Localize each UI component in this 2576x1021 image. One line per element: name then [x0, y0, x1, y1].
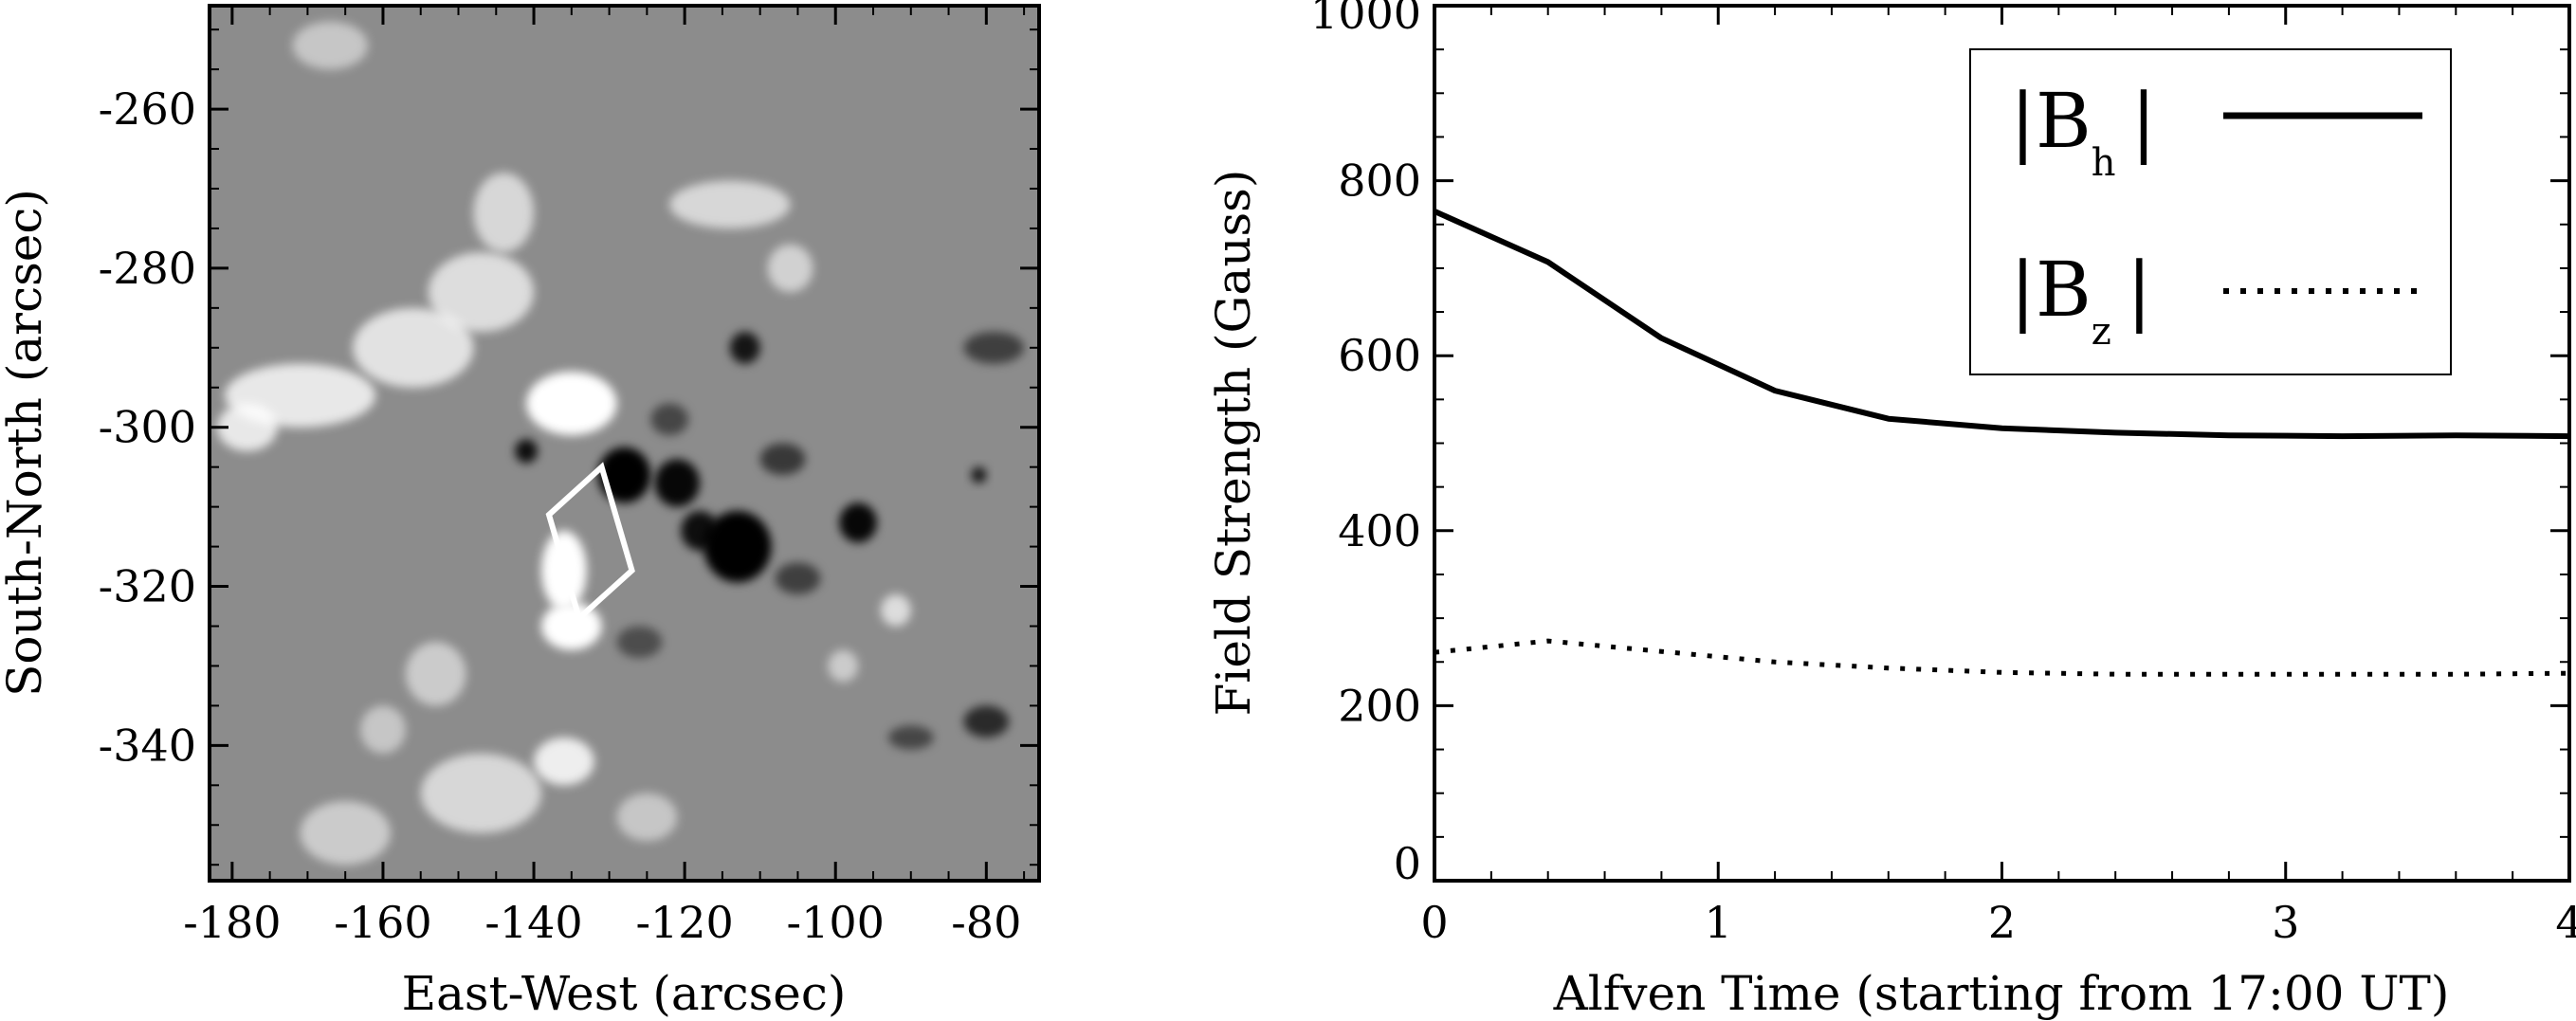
legend-entry-bh: |Bh |	[2010, 77, 2422, 185]
line-y-tick-label-2: 400	[1338, 505, 1421, 556]
line-chart-ticks: 0 1 2 3 4 0 200 400 600 800 1000	[1310, 0, 2576, 948]
series-point-bz-9	[2456, 674, 2457, 675]
line-x-tick-label-3: 3	[2272, 897, 2299, 948]
map-x-tick-label-3: -120	[635, 897, 733, 948]
line-chart-panel: 0 1 2 3 4 0 200 400 600 800 1000 |Bh | |Bz | Alfven …	[1206, 0, 2576, 1021]
magnetogram-panel: -180 -160 -140 -120 -100 -80 -260 -280 -300 -320 -…	[0, 4, 1041, 1021]
negative-polarity-region-4	[839, 502, 877, 543]
positive-polarity-region-0	[526, 371, 617, 436]
line-y-tick-label-1: 200	[1338, 680, 1421, 731]
map-y-tick-label-3: -320	[99, 561, 196, 612]
negative-polarity-region-8	[775, 562, 821, 594]
positive-polarity-region-16	[616, 793, 678, 842]
positive-polarity-region-8	[669, 180, 791, 228]
positive-polarity-region-10	[292, 21, 369, 70]
negative-polarity-region-5	[515, 439, 539, 464]
legend: |Bh | |Bz |	[1969, 48, 2452, 375]
magnetogram-background	[210, 6, 1039, 881]
legend-box	[1969, 48, 2452, 375]
positive-polarity-region-7	[216, 403, 278, 451]
positive-polarity-region-12	[420, 753, 541, 833]
negative-polarity-region-2	[703, 510, 772, 583]
negative-polarity-region-1	[654, 459, 701, 507]
negative-polarity-region-6	[729, 332, 760, 364]
region-of-interest-box	[545, 462, 635, 624]
positive-polarity-region-11	[405, 642, 466, 706]
line-chart-series	[1433, 209, 2570, 677]
line-y-tick-label-4: 800	[1338, 155, 1421, 207]
line-chart-y-axis-title: Field Strength (Gauss)	[1206, 170, 1261, 717]
map-y-tick-label-0: -260	[99, 83, 196, 135]
negative-polarity-region-9	[963, 705, 1010, 738]
legend-label-bz: |Bz |	[2010, 246, 2152, 354]
legend-label-bh: |Bh |	[2010, 77, 2156, 185]
line-x-tick-label-4: 4	[2555, 897, 2576, 948]
positive-polarity-region-14	[300, 801, 391, 866]
positive-polarity-region-17	[880, 593, 911, 627]
positive-polarity-region-15	[360, 705, 406, 754]
positive-polarity-region-9	[767, 244, 813, 293]
negative-polarity-region-7	[759, 443, 806, 476]
series-point-bz-8	[2342, 674, 2343, 675]
line-y-tick-label-3: 600	[1338, 330, 1421, 381]
map-y-tick-label-2: -300	[99, 402, 196, 453]
magnetogram-frame	[208, 4, 1041, 883]
positive-polarity-region-18	[828, 649, 859, 683]
negative-polarity-region-14	[650, 403, 689, 436]
magnetogram-ticks: -180 -160 -140 -120 -100 -80 -260 -280 -300 -320 -…	[99, 6, 1039, 948]
negative-polarity-region-0	[597, 447, 651, 503]
line-x-tick-label-0: 0	[1420, 897, 1448, 948]
positive-polarity-region-13	[534, 737, 594, 786]
map-x-tick-label-0: -180	[183, 897, 281, 948]
magnetogram-x-axis-title: East-West (arcsec)	[402, 966, 847, 1021]
magnetogram-y-axis-title: South-North (arcsec)	[0, 189, 52, 697]
negative-polarity-region-12	[887, 725, 934, 750]
negative-polarity-region-11	[963, 332, 1025, 364]
magnetogram-field-regions	[216, 21, 1025, 866]
series-point-bz-6	[2115, 674, 2116, 675]
negative-polarity-region-13	[616, 626, 663, 659]
series-line-bh	[1433, 209, 2570, 440]
map-y-tick-label-4: -340	[99, 720, 196, 771]
series-point-bz-7	[2228, 674, 2229, 675]
map-x-tick-label-2: -140	[484, 897, 582, 948]
line-chart-x-axis-title: Alfven Time (starting from 17:00 UT)	[1553, 966, 2450, 1021]
legend-entry-bz: |Bz |	[2010, 246, 2422, 354]
series-point-bz-5	[2001, 672, 2002, 673]
negative-polarity-region-3	[681, 510, 719, 551]
map-y-tick-label-1: -280	[99, 243, 196, 294]
line-y-tick-label-0: 0	[1394, 838, 1421, 889]
positive-polarity-region-5	[428, 252, 535, 333]
map-x-tick-label-1: -160	[334, 897, 431, 948]
map-x-tick-label-4: -100	[787, 897, 885, 948]
line-x-tick-label-1: 1	[1705, 897, 1732, 948]
line-x-tick-label-2: 2	[1988, 897, 2016, 948]
line-y-tick-label-5: 1000	[1310, 0, 1421, 39]
positive-polarity-region-4	[353, 307, 474, 388]
series-line-bz	[1434, 638, 2570, 677]
negative-polarity-region-10	[971, 466, 987, 483]
map-x-tick-label-5: -80	[951, 897, 1021, 948]
positive-polarity-region-6	[473, 173, 535, 253]
